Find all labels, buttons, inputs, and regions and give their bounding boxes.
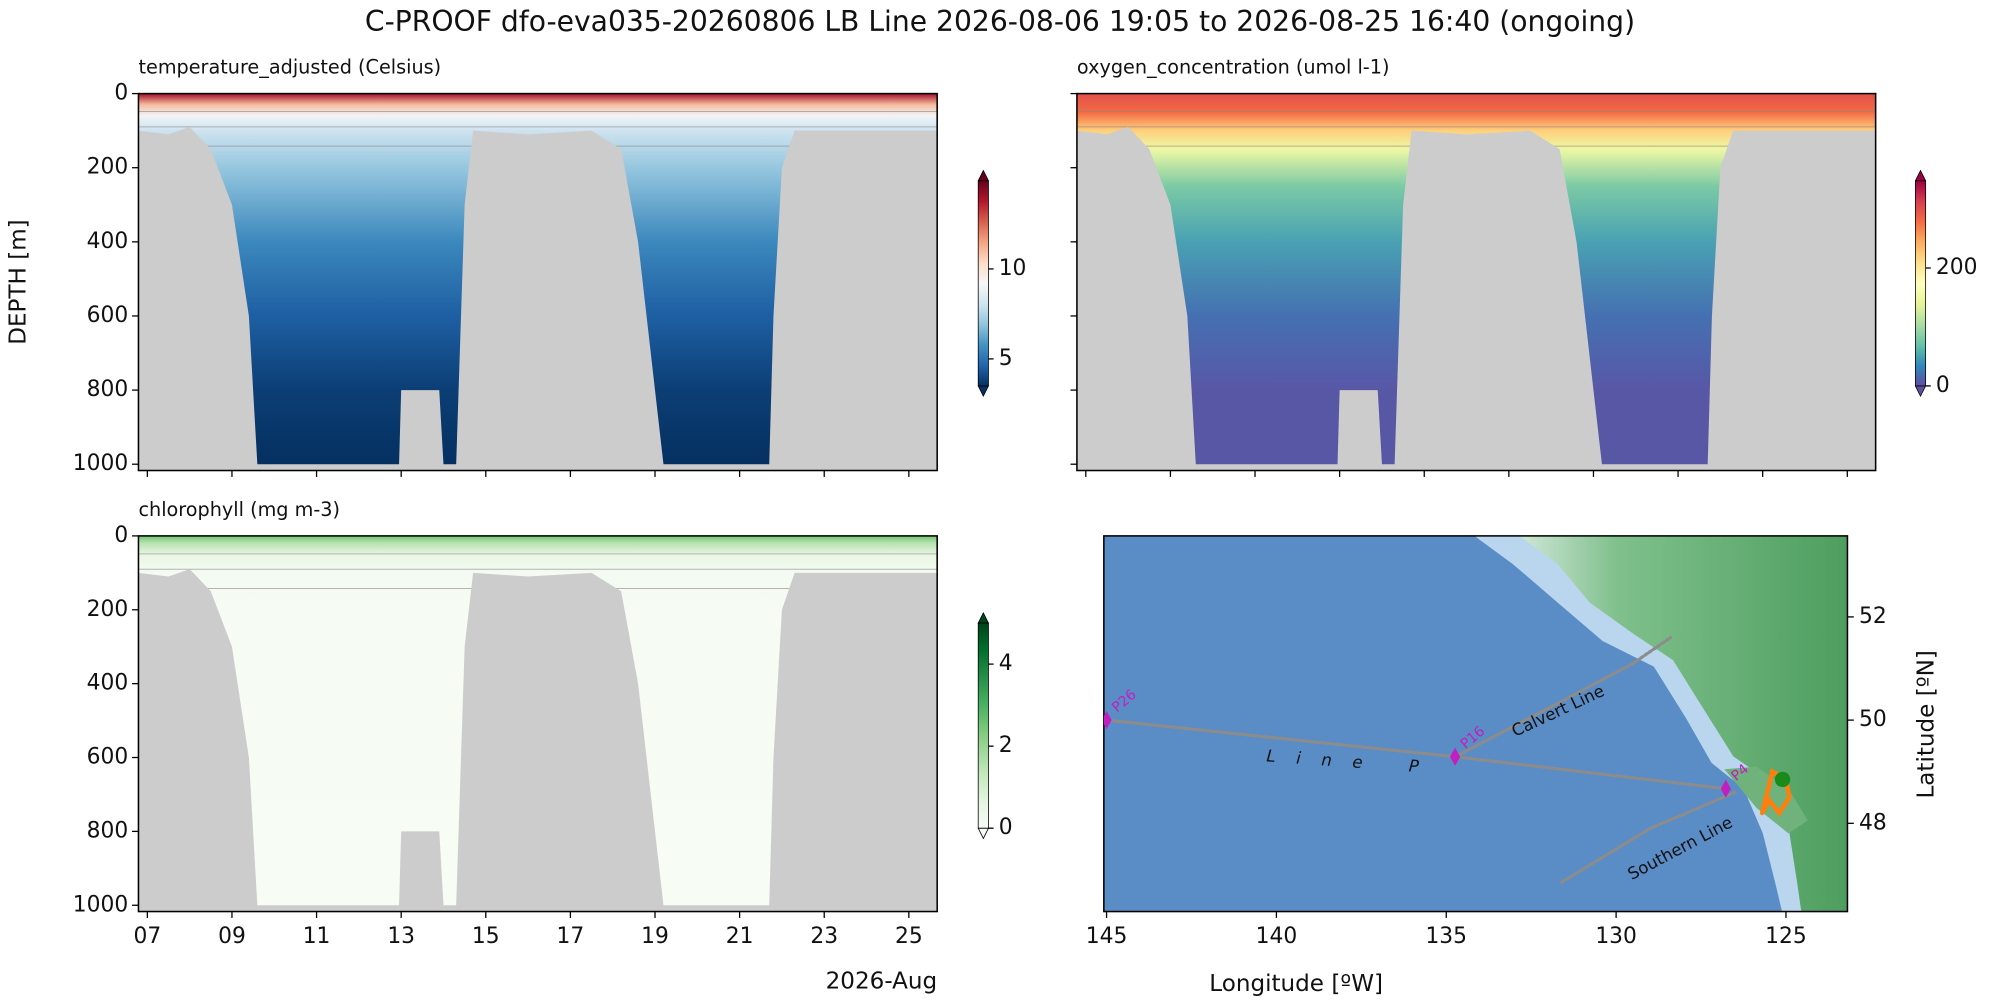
y-tick-label: 1000 xyxy=(73,892,128,917)
y-axis-label: DEPTH [m] xyxy=(6,219,32,344)
colorbar-frame xyxy=(1915,180,1927,387)
y-tick-label: 400 xyxy=(87,671,129,696)
y-tick-label: 800 xyxy=(87,818,129,843)
no-data-area xyxy=(1076,126,1876,471)
survey-track xyxy=(1453,635,1673,759)
y-tick-label: 800 xyxy=(87,377,129,402)
colorbar-extend xyxy=(977,385,990,398)
colorbar-extend xyxy=(977,827,990,840)
station-marker xyxy=(1720,779,1731,798)
x-tick-label: 13 xyxy=(387,924,415,949)
plot-frame xyxy=(137,535,938,913)
colorbar-tick-label: 0 xyxy=(999,815,1013,840)
y-tick-label: 200 xyxy=(87,597,129,622)
panel-label: temperature_adjusted (Celsius) xyxy=(138,55,441,78)
y-tick-label: 600 xyxy=(87,745,129,770)
x-tick-label: 23 xyxy=(810,924,838,949)
x-tick-label: 11 xyxy=(303,924,331,949)
y-tick-label: 400 xyxy=(87,229,129,254)
survey-track xyxy=(1560,790,1737,884)
y-tick-label: 50 xyxy=(1859,707,1887,732)
colorbar-extend xyxy=(977,169,990,182)
x-tick-label: 135 xyxy=(1425,924,1467,949)
panel-label: oxygen_concentration (umol l-1) xyxy=(1077,55,1390,78)
x-tick-label: 21 xyxy=(726,924,754,949)
colorbar-frame xyxy=(977,180,989,387)
colorbar xyxy=(978,623,989,829)
x-axis-label: Longitude [ºW] xyxy=(1209,971,1383,997)
x-tick-label: 15 xyxy=(472,924,500,949)
colorbar-tick-label: 4 xyxy=(999,651,1013,676)
x-tick-label: 17 xyxy=(557,924,585,949)
x-tick-label: 25 xyxy=(895,924,923,949)
colorbar-tick-label: 2 xyxy=(999,733,1013,758)
x-axis-label: 2026-Aug xyxy=(826,969,938,995)
y-tick-label: 200 xyxy=(87,155,129,180)
plot-frame xyxy=(1076,92,1877,472)
y-tick-label: 0 xyxy=(114,523,128,548)
no-data-area xyxy=(138,569,938,912)
plot-frame xyxy=(137,92,938,472)
station-marker xyxy=(1103,711,1112,730)
y-tick-label: 1000 xyxy=(73,451,128,476)
colorbar-frame xyxy=(977,622,989,829)
x-tick-label: 19 xyxy=(641,924,669,949)
y-axis-label: Latitude [ºN] xyxy=(1913,650,1939,798)
colorbar-tick-label: 5 xyxy=(999,346,1013,371)
colorbar-extend xyxy=(1914,169,1927,182)
x-tick-label: 09 xyxy=(218,924,246,949)
glider-position xyxy=(1774,771,1791,788)
y-tick-label: 600 xyxy=(87,303,129,328)
x-tick-label: 125 xyxy=(1765,924,1807,949)
station-marker xyxy=(1449,747,1461,766)
x-tick-label: 145 xyxy=(1086,924,1128,949)
colorbar-extend xyxy=(1914,385,1927,398)
figure-title: C-PROOF dfo-eva035-20260806 LB Line 2026… xyxy=(365,5,1635,38)
glider-track xyxy=(1759,768,1792,817)
colorbar-tick-label: 10 xyxy=(999,256,1027,281)
colorbar-tick-label: 0 xyxy=(1936,373,1950,398)
y-tick-label: 48 xyxy=(1859,810,1887,835)
colorbar xyxy=(978,180,989,386)
panel-label: chlorophyll (mg m-3) xyxy=(138,498,340,521)
x-tick-label: 07 xyxy=(133,924,161,949)
map-background xyxy=(1103,535,1848,912)
x-tick-label: 140 xyxy=(1256,924,1298,949)
colorbar-tick-label: 200 xyxy=(1936,255,1978,280)
x-tick-label: 130 xyxy=(1595,924,1637,949)
no-data-area xyxy=(138,126,938,471)
y-tick-label: 52 xyxy=(1859,604,1887,629)
colorbar-extend xyxy=(977,611,990,624)
colorbar xyxy=(1915,180,1926,386)
y-tick-label: 0 xyxy=(114,81,128,106)
